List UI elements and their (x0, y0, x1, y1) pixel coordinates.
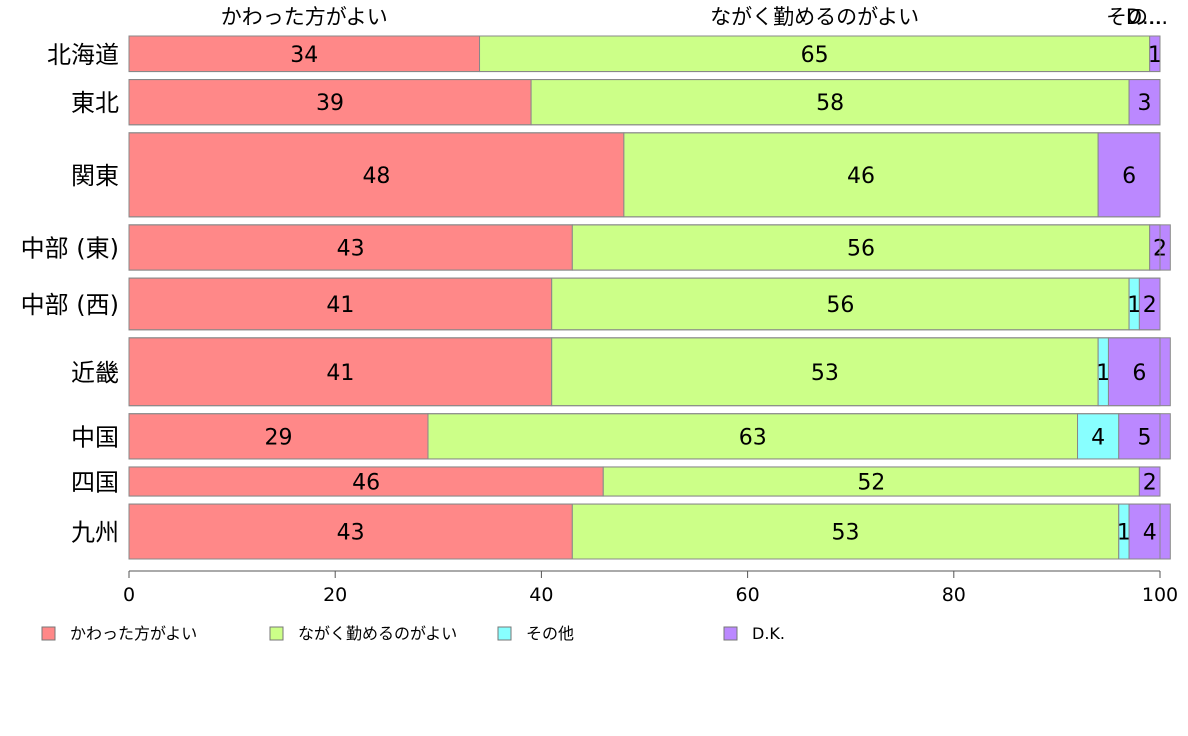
data-label: 52 (857, 471, 885, 496)
bar-outline (128, 35, 1161, 73)
data-label: 1 (1148, 43, 1162, 68)
data-label: 1 (1127, 293, 1141, 318)
category-label: 近畿 (71, 359, 119, 387)
x-tick-label: 100 (1142, 584, 1178, 606)
data-label: 29 (264, 425, 292, 450)
data-label: 6 (1132, 361, 1146, 386)
legend-label: かわった方がよい (70, 624, 197, 643)
data-label: 46 (847, 164, 875, 189)
bar-outline (128, 224, 1161, 271)
data-label: 46 (352, 471, 380, 496)
top-series-label: その... (1106, 5, 1168, 29)
legend-item: ながく勤めるのがよい (269, 624, 457, 643)
bar-segment (427, 413, 1079, 460)
category-label: 東北 (71, 89, 119, 117)
category-label: 四国 (71, 469, 119, 497)
data-label: 1 (1117, 521, 1131, 546)
legend-item: その他 (497, 624, 574, 643)
bar-row: 41 53 1 6 (128, 337, 1171, 407)
data-label: 34 (290, 43, 318, 68)
x-tick-label: 20 (323, 584, 347, 606)
legend-item: D.K. (723, 624, 785, 643)
x-tick-label: 60 (736, 584, 760, 606)
bar-segment (128, 224, 573, 271)
bar-segment (128, 277, 553, 331)
bar-outline (128, 337, 1161, 407)
bar-segment (602, 466, 1140, 497)
bar-row: 39 58 3 (128, 79, 1161, 126)
data-label: 48 (362, 164, 390, 189)
top-labels: かわった方がよい ながく勤めるのがよい その...D... (221, 5, 1168, 29)
bar-segment (128, 466, 604, 497)
bar-segment (571, 224, 1151, 271)
legend-item: かわった方がよい (41, 624, 197, 643)
x-axis: 0 20 40 60 80 100 (123, 570, 1178, 606)
category-label: 関東 (71, 162, 119, 190)
data-label: 4 (1091, 425, 1105, 450)
bar-segment (1128, 503, 1171, 560)
bar-segment (128, 132, 625, 218)
bar-outline (128, 277, 1161, 331)
bar-row: 41 56 1 2 (128, 277, 1161, 331)
x-tick-label: 0 (123, 584, 135, 606)
data-label: 63 (739, 425, 767, 450)
data-label: 39 (316, 91, 344, 116)
x-tick-label: 80 (942, 584, 966, 606)
category-label: 中部 (東) (21, 234, 119, 262)
legend-label: その他 (526, 624, 574, 643)
bar-outline (128, 413, 1161, 460)
data-label: 56 (826, 293, 854, 318)
legend: かわった方がよい ながく勤めるのがよい その他 D.K. (41, 624, 785, 643)
category-label: 中部 (西) (21, 291, 119, 319)
legend-swatch (723, 626, 738, 641)
data-label: 1 (1096, 361, 1110, 386)
bar-segment (128, 35, 481, 73)
legend-swatch (41, 626, 56, 641)
bar-row: 43 56 2 (128, 224, 1171, 271)
data-label: 65 (801, 43, 829, 68)
legend-swatch (497, 626, 512, 641)
data-label: 4 (1143, 521, 1157, 546)
category-label: 九州 (71, 519, 119, 547)
category-label: 中国 (71, 423, 119, 451)
data-label: 41 (326, 361, 354, 386)
legend-swatch (269, 626, 284, 641)
category-label: 北海道 (47, 41, 119, 69)
data-label: 43 (337, 521, 365, 546)
bar-outline (128, 132, 1161, 218)
top-series-label: ながく勤めるのがよい (710, 5, 919, 29)
data-label: 5 (1138, 425, 1152, 450)
top-series-label: かわった方がよい (221, 5, 388, 29)
bar-outline (128, 466, 1161, 497)
bar-segment (1097, 132, 1161, 218)
data-label: 58 (816, 91, 844, 116)
x-tick-label: 40 (529, 584, 553, 606)
data-label: 41 (326, 293, 354, 318)
bar-outline (128, 79, 1161, 126)
data-label: 2 (1143, 471, 1157, 496)
legend-label: ながく勤めるのがよい (298, 624, 457, 643)
bar-row: 29 63 4 5 (128, 413, 1171, 460)
bar-segment (128, 413, 429, 460)
bar-segment (1077, 413, 1120, 460)
data-label: 53 (832, 521, 860, 546)
bar-row: 46 52 2 (128, 466, 1161, 497)
bar-segment (551, 337, 1099, 407)
bar-segment (128, 337, 553, 407)
data-label: 3 (1138, 91, 1152, 116)
bar-outline (128, 503, 1161, 560)
top-series-label: D... (1126, 5, 1162, 29)
bars: 34 65 139 58 348 46 643 56 241 56 1 241 53 1 629 63 4 546… (128, 35, 1171, 560)
legend-label: D.K. (752, 624, 785, 643)
bar-row: 48 46 6 (128, 132, 1161, 218)
bar-row: 43 53 1 4 (128, 503, 1171, 560)
data-label: 6 (1122, 164, 1136, 189)
data-label: 56 (847, 236, 875, 261)
data-label: 43 (337, 236, 365, 261)
data-label: 2 (1143, 293, 1157, 318)
bar-row: 34 65 1 (128, 35, 1162, 73)
data-label: 53 (811, 361, 839, 386)
